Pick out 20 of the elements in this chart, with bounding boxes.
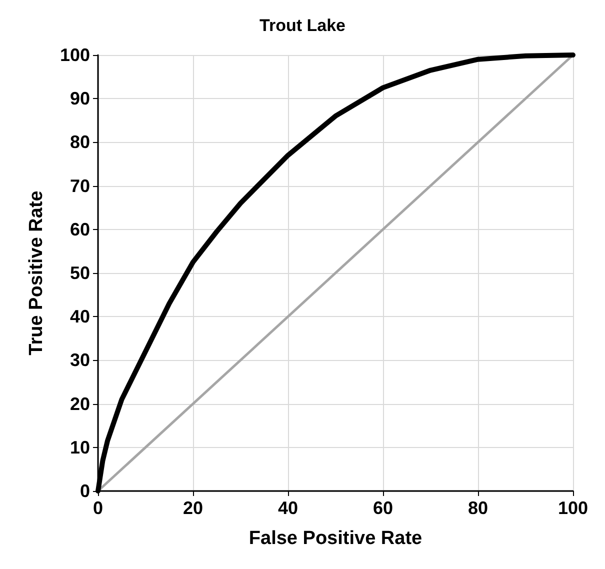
y-tick-label: 60 — [70, 219, 90, 240]
x-tick-label: 40 — [278, 498, 298, 518]
x-tick-label: 80 — [468, 498, 488, 518]
x-tick-label: 20 — [182, 498, 204, 518]
x-tick-label: 100 — [558, 498, 588, 518]
y-tick-label: 20 — [70, 394, 90, 414]
x-axis-title: False Positive Rate — [248, 528, 422, 549]
y-tick-label: 50 — [70, 263, 90, 283]
y-tick-label: 70 — [70, 176, 90, 196]
y-tick-label: 0 — [80, 481, 90, 501]
y-tick-label: 40 — [70, 306, 90, 327]
y-tick-label: 90 — [70, 88, 90, 109]
y-tick-label: 30 — [70, 350, 90, 370]
y-tick-label: 80 — [70, 132, 90, 152]
y-tick-label: 100 — [60, 45, 90, 65]
y-tick-label: 10 — [70, 437, 90, 458]
chart-title: Trout Lake — [260, 16, 346, 35]
y-axis-title: True Positive Rate — [26, 190, 47, 356]
x-tick-label: 60 — [372, 498, 394, 518]
x-tick-label: 0 — [92, 498, 104, 518]
